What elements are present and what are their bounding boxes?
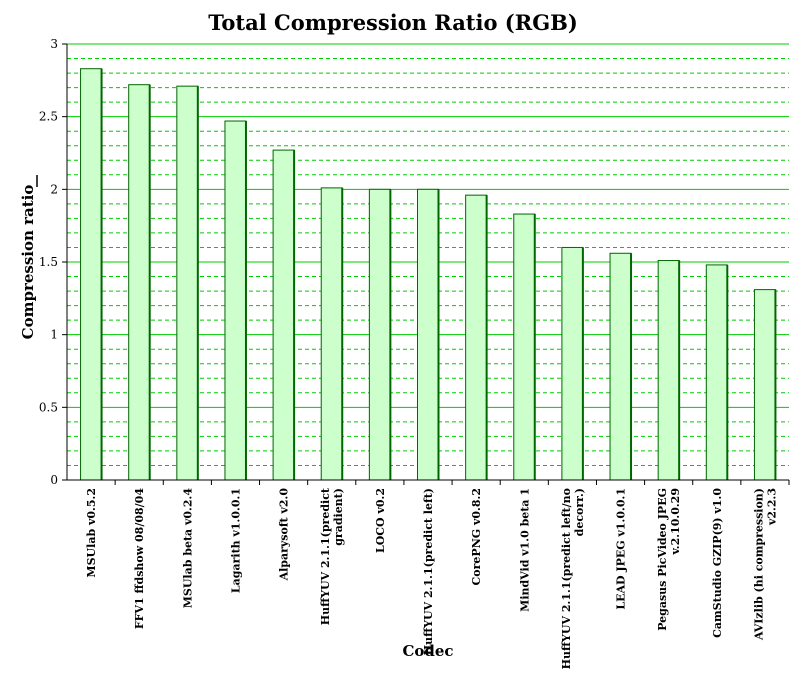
x-tick-label: HuffYUV 2.1.1(predict bbox=[319, 487, 332, 625]
bar bbox=[753, 289, 776, 481]
bar bbox=[609, 252, 632, 481]
y-tick-label: 1.5 bbox=[39, 255, 58, 269]
bar bbox=[128, 84, 151, 481]
x-tick-label: decorr.) bbox=[573, 488, 586, 536]
y-tick-label: 2 bbox=[50, 182, 58, 196]
x-tick-label: FFV1 ffdshow 08/08/04 bbox=[133, 488, 146, 629]
axis-layer: MSUlab v0.5.2 FFV1 ffdshow 08/08/04 MSUlab… bbox=[39, 37, 790, 669]
x-tick-label: v2.2.3 bbox=[765, 488, 778, 526]
bar bbox=[561, 246, 584, 481]
bar bbox=[513, 213, 536, 481]
x-tick-label: Pegasus PicVideo JPEG bbox=[656, 488, 669, 631]
chart-title: Total Compression Ratio (RGB) bbox=[208, 10, 578, 35]
bar bbox=[705, 264, 728, 481]
x-tick-label: v.2.10.0.29 bbox=[669, 488, 682, 556]
x-tick-label: CamStudio GZIP(9) v1.0 bbox=[711, 488, 724, 638]
x-axis-title: Codec bbox=[402, 642, 453, 660]
x-tick-label: MindVid v1.0 beta 1 bbox=[518, 488, 531, 612]
x-tick-label: gradient) bbox=[332, 488, 345, 546]
x-tick-label: Lagarith v1.0.0.1 bbox=[229, 488, 242, 593]
bar-layer bbox=[80, 68, 777, 481]
bar bbox=[657, 260, 680, 481]
x-tick-label: LEAD JPEG v1.0.0.1 bbox=[615, 488, 628, 610]
x-tick-label: LOCO v0.2 bbox=[374, 488, 387, 553]
y-tick-label: 0 bbox=[50, 473, 58, 487]
x-tick-label: CorePNG v0.8.2 bbox=[470, 488, 483, 585]
x-tick-label: AVIzlib (hi compression) bbox=[752, 488, 765, 641]
bar bbox=[224, 120, 247, 481]
y-tick-label: 3 bbox=[50, 37, 58, 51]
bar bbox=[465, 194, 488, 481]
x-tick-label: HuffYUV 2.1.1(predict left/no bbox=[560, 488, 573, 669]
bar bbox=[417, 188, 439, 481]
y-tick-label: 1 bbox=[50, 328, 58, 342]
bar bbox=[368, 188, 391, 481]
x-tick-label: MSUlab beta v0.2.4 bbox=[181, 488, 194, 609]
bar bbox=[272, 149, 295, 481]
bar bbox=[320, 187, 343, 481]
bar bbox=[80, 68, 103, 481]
x-tick-label: MSUlab v0.5.2 bbox=[85, 488, 98, 578]
bar bbox=[176, 85, 199, 481]
y-tick-label: 0.5 bbox=[39, 400, 58, 414]
x-tick-label: Alparysoft v2.0 bbox=[278, 488, 291, 582]
x-tick-label: HuffYUV 2.1.1(predict left) bbox=[422, 488, 435, 655]
y-tick-label: 2.5 bbox=[39, 110, 58, 124]
y-axis-title: Compression ratio bbox=[19, 185, 37, 340]
